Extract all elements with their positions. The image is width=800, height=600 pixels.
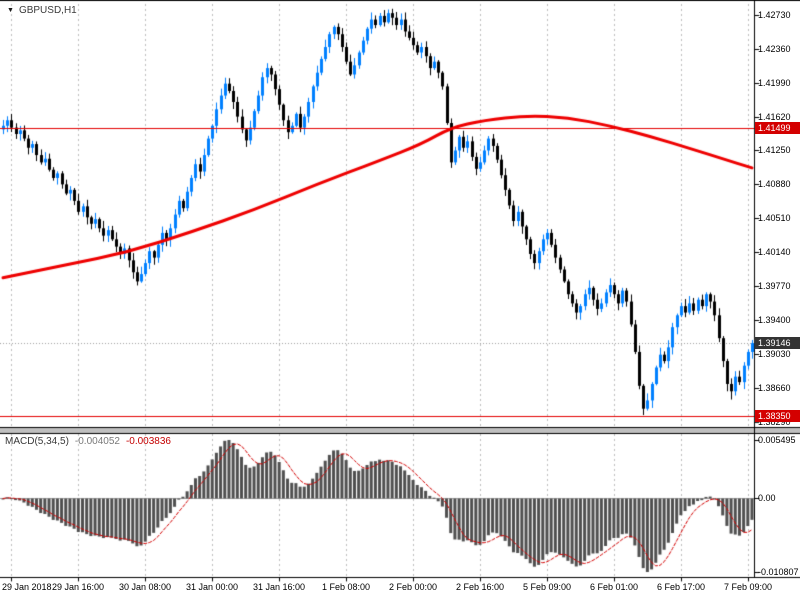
macd-header: MACD(5,34,5) -0.004052 -0.003836: [5, 436, 171, 447]
macd-value-signal: -0.003836: [125, 436, 171, 447]
macd-title: MACD(5,34,5): [5, 436, 69, 447]
symbol-timeframe-label: ▼ GBPUSD,H1: [7, 5, 77, 16]
resistance-price-tag[interactable]: 1.41499: [755, 121, 800, 134]
bid-price-tag: 1.39146: [755, 337, 800, 350]
support-price-tag[interactable]: 1.38350: [755, 410, 800, 422]
macd-value-main: -0.004052: [74, 436, 120, 447]
chart-dropdown-icon[interactable]: ▼: [7, 6, 14, 14]
symbol-title: GBPUSD,H1: [18, 5, 77, 16]
